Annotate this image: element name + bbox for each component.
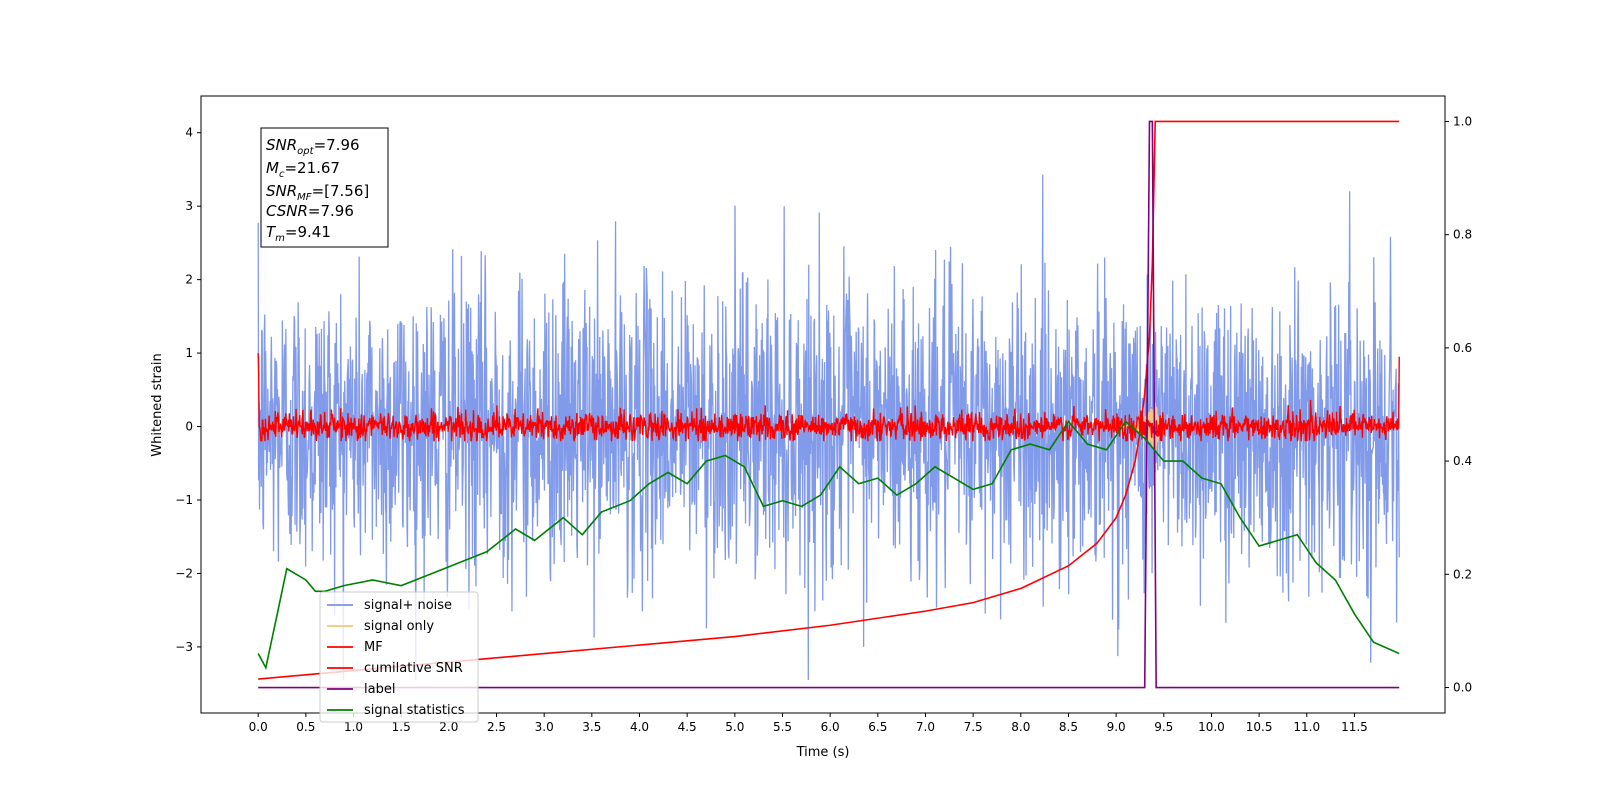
annotation-csnr: CSNR=7.96 [266, 202, 354, 220]
x-tick-label: 4.0 [630, 720, 649, 734]
y-tick-label: −3 [175, 640, 193, 654]
series-signal-statistics [257, 420, 1400, 671]
y2-tick-label: 1.0 [1453, 114, 1472, 128]
x-tick-label: 2.5 [487, 720, 506, 734]
x-tick-label: 9.5 [1154, 720, 1173, 734]
annotation-mc: Mc=21.67 [266, 159, 340, 180]
y-tick-label: 0 [185, 420, 193, 434]
legend-label: signal only [364, 619, 434, 634]
y-axis-left: 4 3 2 1 0 −1 −2 −3 [175, 126, 201, 654]
x-tick-label: 8.0 [1011, 720, 1030, 734]
legend-label: label [364, 682, 395, 697]
annotation-tm: Tm=9.41 [266, 223, 331, 244]
y2-tick-label: 0.4 [1453, 454, 1472, 468]
x-tick-label: 9.0 [1107, 720, 1126, 734]
y2-tick-label: 0.6 [1453, 341, 1472, 355]
y-tick-label: −1 [175, 493, 193, 507]
y2-tick-label: 0.8 [1453, 228, 1472, 242]
y-tick-label: 2 [185, 273, 193, 287]
x-tick-label: 0.0 [249, 720, 268, 734]
x-tick-label: 5.0 [725, 720, 744, 734]
annotation-frame [260, 127, 389, 248]
x-tick-label: 7.0 [916, 720, 935, 734]
x-tick-label: 1.0 [344, 720, 363, 734]
legend-label: signal statistics [364, 703, 465, 718]
y2-tick-label: 0.2 [1453, 567, 1472, 581]
y-tick-label: 1 [185, 346, 193, 360]
x-tick-label: 3.0 [535, 720, 554, 734]
annotation-snr-mf: SNRMF=[7.56] [266, 182, 369, 203]
annotation-box: SNRopt=7.96 Mc=21.67 SNRMF=[7.56] CSNR=7… [260, 127, 389, 248]
series-cumilative-snr [258, 120, 1400, 680]
x-tick-label: 4.5 [678, 720, 697, 734]
y-tick-label: 4 [185, 126, 193, 140]
x-tick-label: 1.5 [392, 720, 411, 734]
y-axis-label: Whitened strain [150, 353, 165, 456]
x-tick-label: 10.5 [1246, 720, 1273, 734]
x-tick-label: 6.0 [821, 720, 840, 734]
legend-frame [319, 591, 479, 723]
legend: signal+ noise signal only MF cumilative SNR… [319, 591, 479, 723]
plot-frame [200, 95, 1446, 714]
x-tick-label: 11.5 [1341, 720, 1368, 734]
y-axis-right: 1.0 0.8 0.6 0.4 0.2 0.0 [1445, 114, 1472, 695]
x-tick-label: 10.0 [1198, 720, 1225, 734]
x-tick-label: 8.5 [1059, 720, 1078, 734]
series-label [258, 120, 1400, 689]
series-mf [257, 353, 1400, 442]
y-tick-label: 3 [185, 199, 193, 213]
x-axis-label: Time (s) [796, 745, 850, 760]
legend-items: signal+ noise signal only MF cumilative SNR… [327, 598, 465, 718]
x-tick-label: 6.5 [868, 720, 887, 734]
x-tick-label: 5.5 [773, 720, 792, 734]
x-tick-label: 0.5 [296, 720, 315, 734]
x-axis: 0.0 0.5 1.0 1.5 2.0 2.5 3.0 3.5 4.0 4.5 5.0 5.5 6.0 6… [249, 713, 1368, 734]
legend-label: signal+ noise [364, 598, 452, 613]
legend-label: MF [364, 640, 383, 655]
x-tick-label: 3.5 [582, 720, 601, 734]
x-tick-label: 11.0 [1293, 720, 1320, 734]
legend-label: cumilative SNR [364, 661, 463, 676]
x-tick-label: 7.5 [964, 720, 983, 734]
x-tick-label: 2.0 [439, 720, 458, 734]
y-tick-label: −2 [175, 566, 193, 580]
annotation-snr-opt: SNRopt=7.96 [266, 136, 360, 157]
y2-tick-label: 0.0 [1453, 681, 1472, 695]
series-layer [257, 120, 1400, 689]
